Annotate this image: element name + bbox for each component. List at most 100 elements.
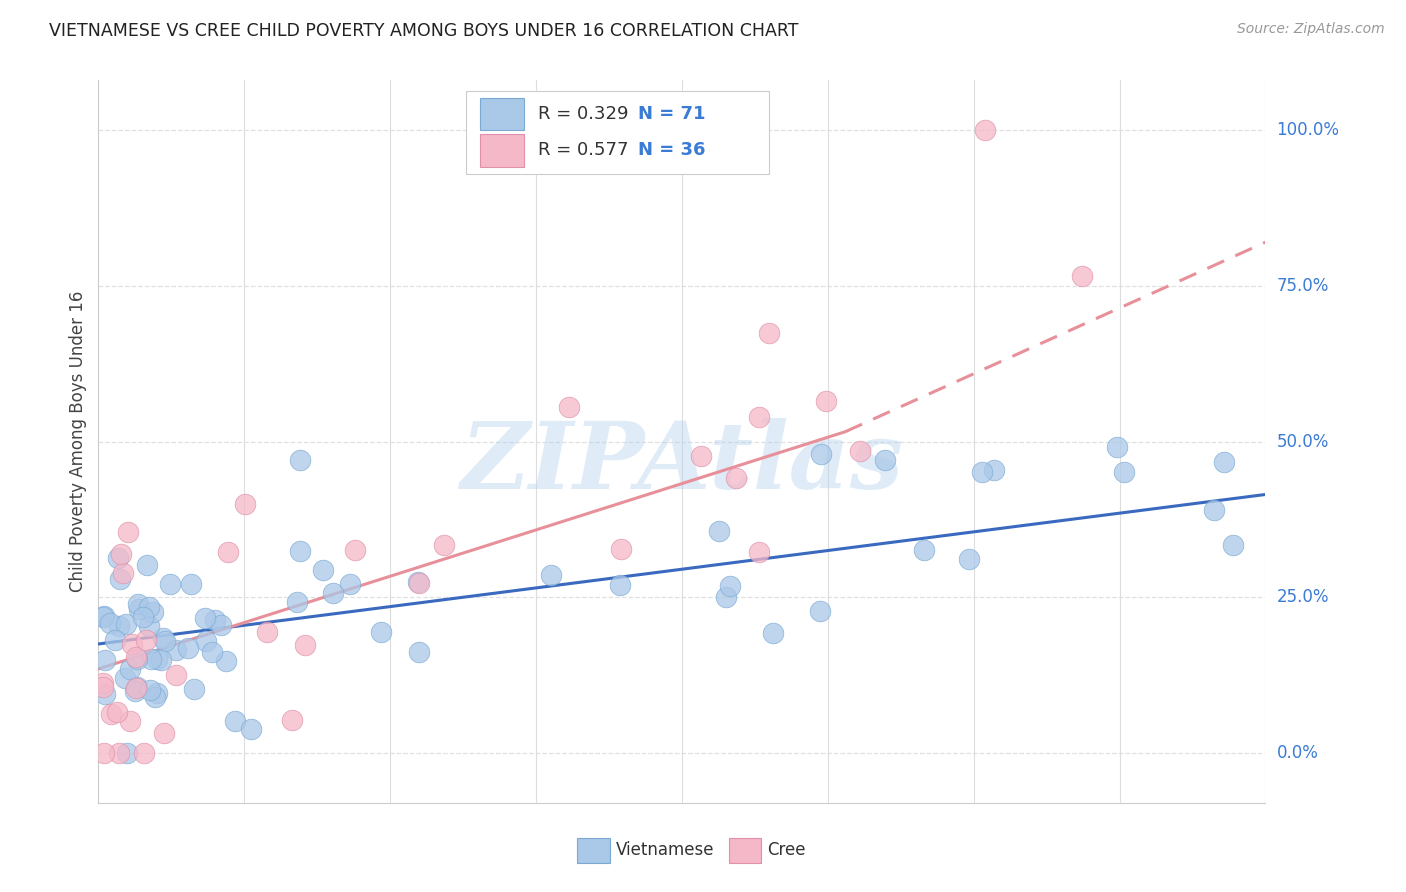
Text: 25.0%: 25.0%: [1277, 588, 1329, 607]
Point: [256, 625, 278, 640]
Point: [127, 597, 149, 611]
Point: [114, 617, 136, 632]
FancyBboxPatch shape: [479, 134, 524, 167]
Point: [849, 444, 872, 458]
Point: [125, 681, 148, 695]
FancyBboxPatch shape: [728, 838, 761, 863]
Point: [135, 632, 157, 647]
Point: [214, 654, 236, 668]
Point: [540, 568, 562, 582]
Point: [957, 552, 980, 566]
Point: [1204, 503, 1226, 517]
Point: [758, 326, 780, 340]
Point: [146, 686, 169, 700]
Point: [149, 653, 172, 667]
Point: [224, 714, 246, 728]
Text: VIETNAMESE VS CREE CHILD POVERTY AMONG BOYS UNDER 16 CORRELATION CHART: VIETNAMESE VS CREE CHILD POVERTY AMONG B…: [49, 22, 799, 40]
Text: 100.0%: 100.0%: [1277, 121, 1340, 139]
Point: [153, 726, 176, 740]
Point: [155, 633, 177, 648]
Point: [1070, 269, 1092, 284]
Point: [143, 690, 166, 705]
Point: [94, 653, 117, 667]
Text: 50.0%: 50.0%: [1277, 433, 1329, 450]
FancyBboxPatch shape: [576, 838, 610, 863]
Point: [159, 577, 181, 591]
Text: Cree: Cree: [768, 841, 806, 860]
Text: 75.0%: 75.0%: [1277, 277, 1329, 295]
Point: [111, 566, 134, 580]
Point: [312, 563, 335, 577]
Point: [912, 542, 935, 557]
Point: [145, 652, 167, 666]
Text: N = 36: N = 36: [637, 141, 704, 160]
Point: [204, 613, 226, 627]
Point: [127, 652, 149, 666]
Point: [107, 619, 129, 633]
Point: [125, 650, 148, 665]
Point: [93, 746, 115, 760]
Point: [142, 605, 165, 619]
Point: [370, 625, 392, 640]
Point: [281, 713, 304, 727]
Point: [110, 547, 132, 561]
Point: [748, 409, 770, 424]
Point: [138, 600, 160, 615]
Point: [183, 682, 205, 697]
Point: [408, 575, 430, 590]
Point: [288, 453, 311, 467]
Point: [177, 640, 200, 655]
Point: [180, 576, 202, 591]
Point: [107, 550, 129, 565]
Point: [339, 577, 361, 591]
Point: [408, 645, 430, 659]
Point: [1112, 465, 1135, 479]
Point: [128, 602, 150, 616]
Point: [105, 705, 128, 719]
Point: [983, 462, 1005, 476]
Point: [233, 497, 256, 511]
Point: [240, 722, 263, 736]
Point: [91, 676, 114, 690]
Point: [121, 637, 143, 651]
Point: [433, 538, 456, 552]
Point: [558, 401, 581, 415]
Point: [110, 572, 132, 586]
Point: [114, 671, 136, 685]
Point: [124, 683, 146, 698]
Point: [689, 449, 711, 463]
Point: [974, 123, 997, 137]
Point: [104, 633, 127, 648]
Point: [209, 618, 232, 632]
Point: [100, 707, 122, 722]
Text: ZIPAtlas: ZIPAtlas: [460, 418, 904, 508]
Point: [290, 544, 312, 558]
Point: [141, 652, 163, 666]
Point: [808, 604, 831, 618]
Point: [217, 545, 239, 559]
Point: [762, 626, 785, 640]
Point: [201, 645, 224, 659]
Point: [91, 610, 114, 624]
Point: [287, 595, 309, 609]
Point: [165, 643, 187, 657]
Point: [165, 667, 187, 681]
Point: [707, 524, 730, 539]
Point: [117, 524, 139, 539]
Point: [718, 579, 741, 593]
Point: [194, 611, 217, 625]
Point: [406, 574, 429, 589]
Text: R = 0.329: R = 0.329: [538, 105, 628, 123]
Point: [91, 680, 114, 694]
Point: [343, 542, 366, 557]
Text: R = 0.577: R = 0.577: [538, 141, 628, 160]
Point: [725, 471, 748, 485]
Point: [107, 746, 129, 760]
Point: [120, 662, 142, 676]
Text: 0.0%: 0.0%: [1277, 744, 1319, 762]
Y-axis label: Child Poverty Among Boys Under 16: Child Poverty Among Boys Under 16: [69, 291, 87, 592]
Point: [118, 714, 141, 728]
Point: [873, 453, 896, 467]
Point: [100, 615, 122, 630]
Point: [810, 447, 832, 461]
